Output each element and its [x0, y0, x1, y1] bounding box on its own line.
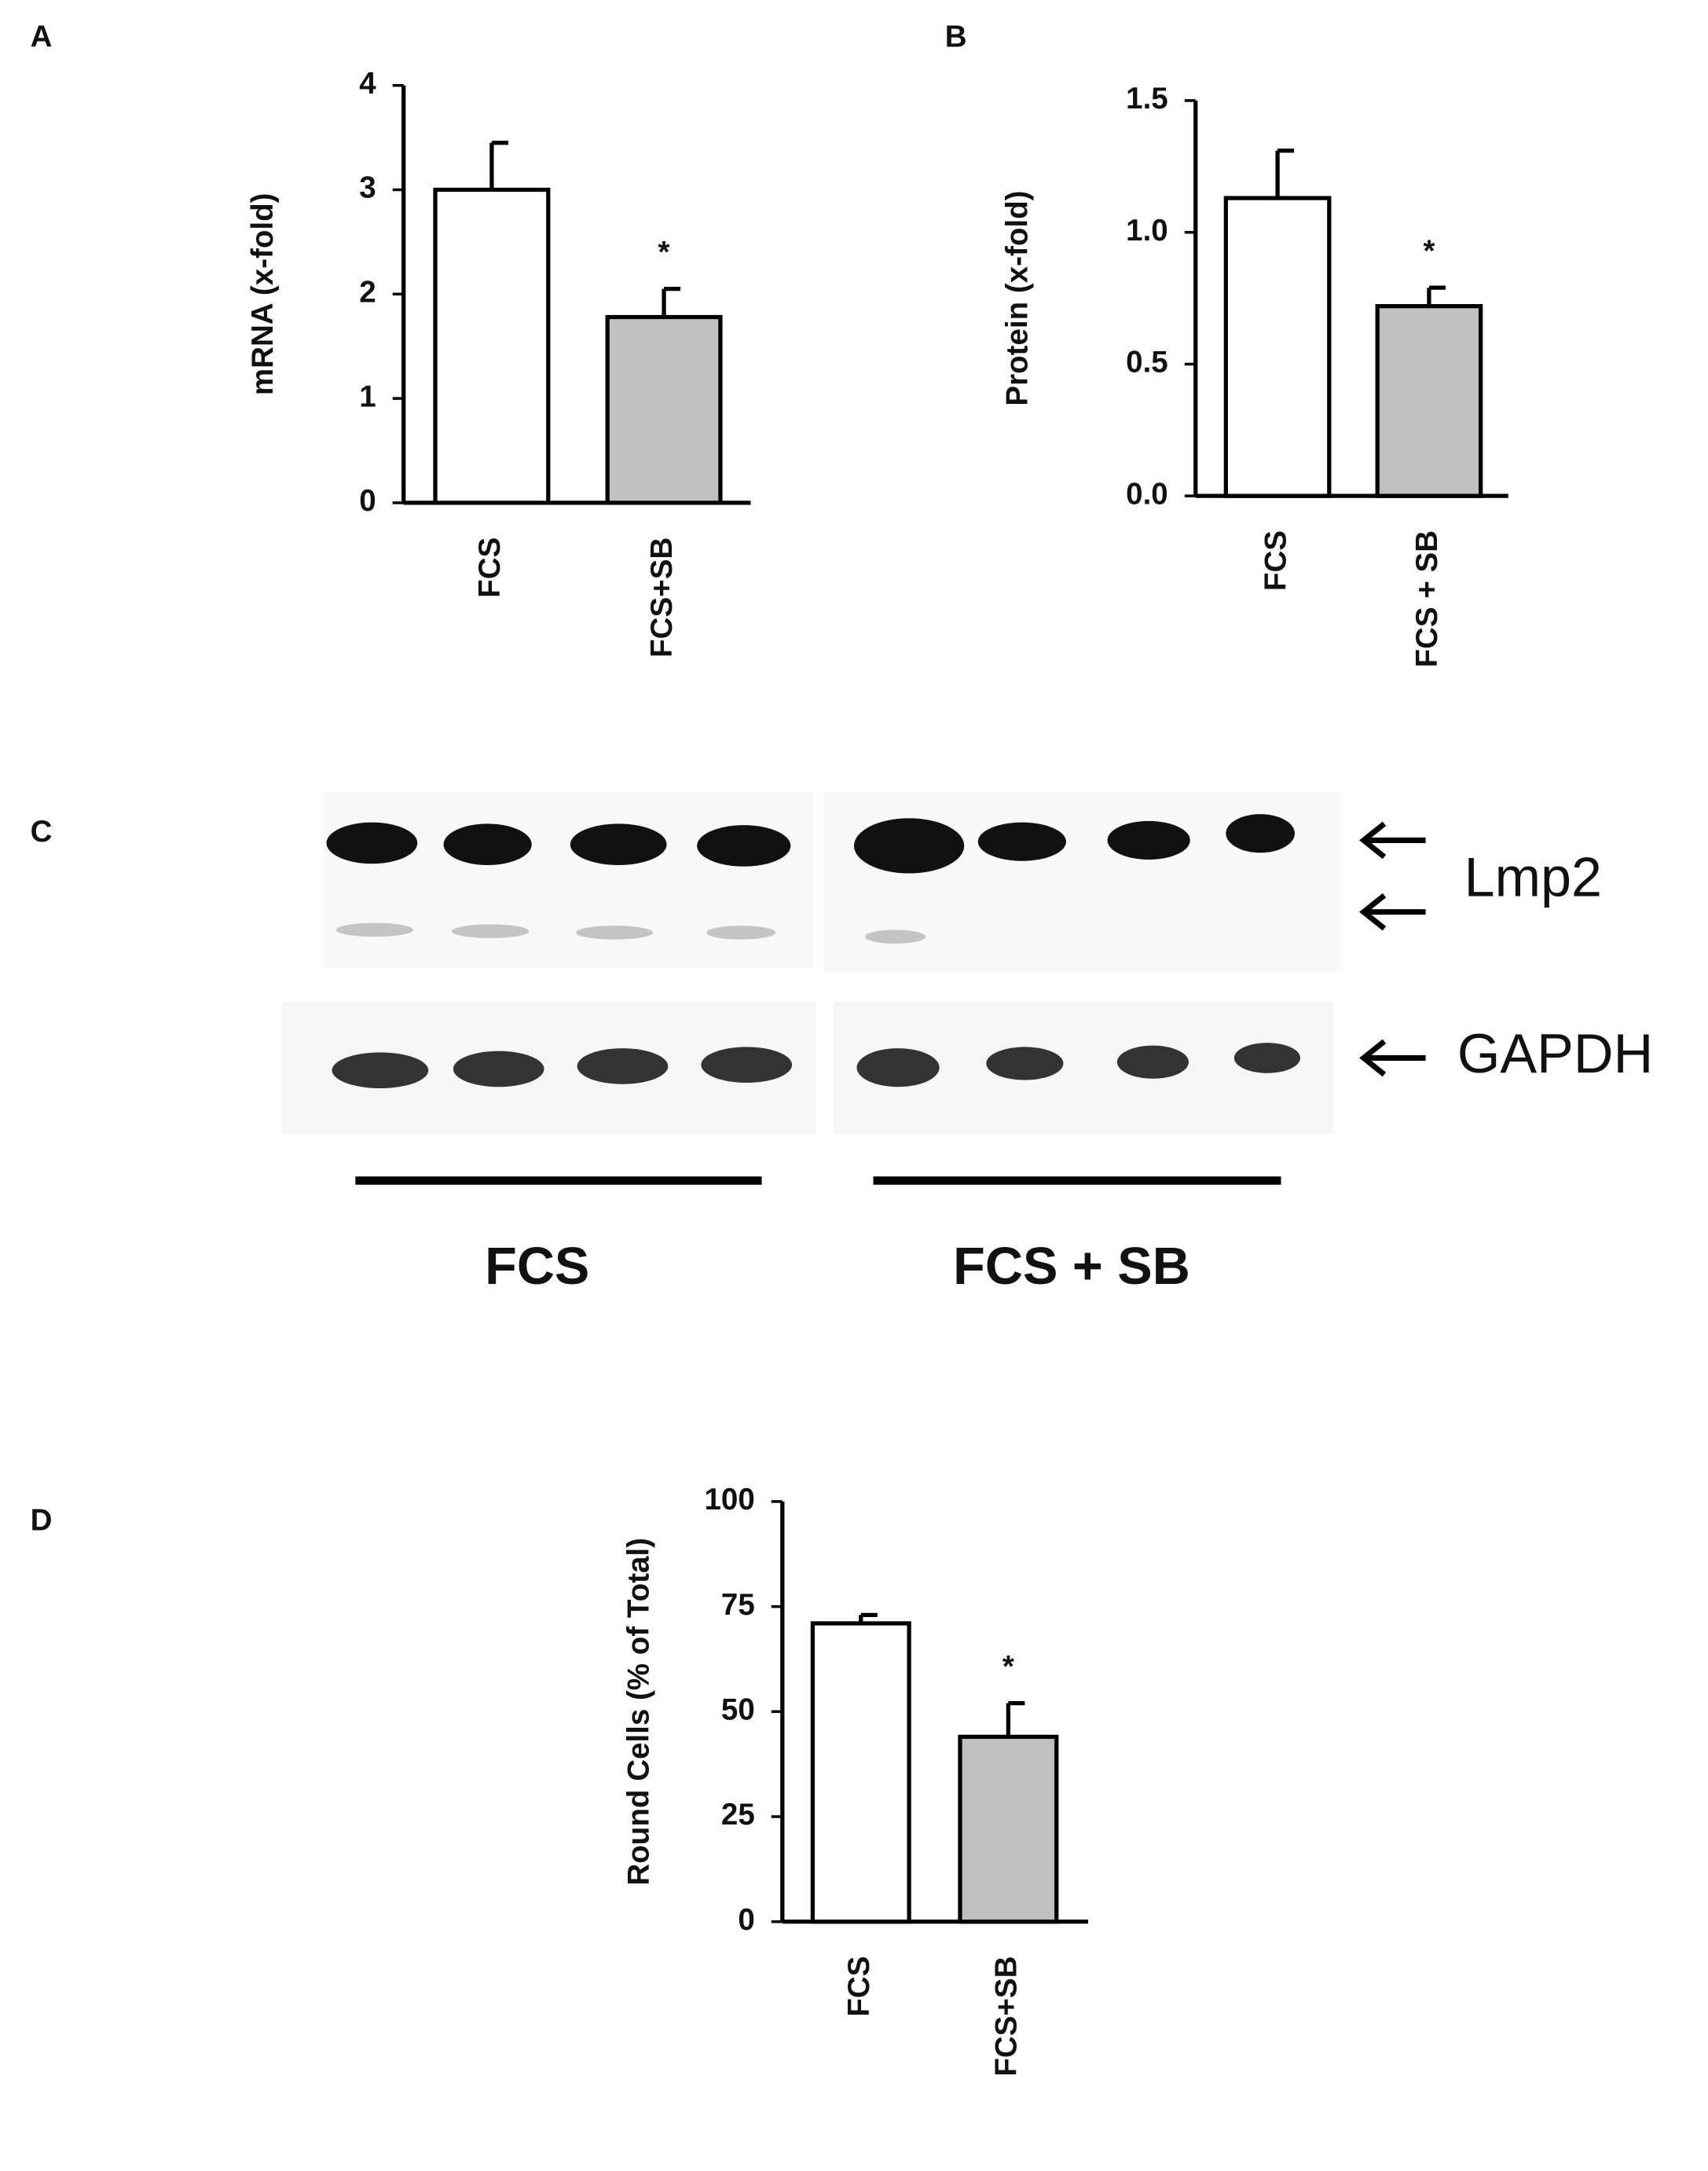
x-tick-label: FCS — [1259, 530, 1292, 591]
x-tick-label: FCS+SB — [645, 537, 679, 658]
error-bar — [1427, 285, 1446, 306]
arrows — [1359, 821, 1426, 1077]
panel-letter: B — [945, 20, 967, 53]
annotation: * — [1423, 235, 1435, 269]
band — [701, 1047, 793, 1083]
band — [865, 930, 926, 944]
band — [1233, 1043, 1301, 1073]
y-tick-label: 4 — [359, 67, 376, 101]
x-tick-label: FCS — [842, 1956, 876, 2017]
band — [332, 1052, 429, 1089]
band — [1107, 820, 1190, 860]
y-tick-label: 0.0 — [1126, 477, 1168, 511]
band — [856, 1048, 940, 1087]
y-axis-label: Protein (x-fold) — [1001, 191, 1035, 406]
band-label: GAPDH — [1457, 1023, 1653, 1084]
band — [452, 924, 530, 938]
band — [326, 822, 418, 864]
bar — [1375, 303, 1483, 498]
y-tick-label: 25 — [721, 1798, 755, 1832]
band — [1116, 1045, 1189, 1079]
band — [697, 825, 791, 867]
y-tick-label: 0 — [359, 484, 376, 518]
annotation: * — [1002, 1650, 1014, 1684]
annotation: * — [658, 236, 670, 270]
y-tick-label: 2 — [359, 275, 376, 309]
band — [1226, 814, 1296, 853]
panel-letter: C — [31, 815, 53, 849]
bar — [605, 314, 723, 505]
y-tick-label: 0 — [738, 1903, 754, 1937]
y-axis-label: mRNA (x-fold) — [246, 193, 280, 395]
error-bar — [1006, 1700, 1025, 1737]
panel-letter: A — [31, 20, 53, 53]
x-tick-label: FCS+SB — [990, 1956, 1024, 2077]
error-bar — [662, 287, 681, 317]
band — [335, 922, 413, 937]
group-label: FCS — [485, 1238, 589, 1296]
panel-letter: D — [31, 1503, 53, 1537]
band — [986, 1047, 1064, 1080]
y-tick-label: 1 — [359, 380, 376, 413]
bar-chart: D 0 25 50 75 100 Round Cells (% of Total) FCS FC… — [31, 1483, 1089, 2077]
y-tick-label: 1.0 — [1126, 214, 1168, 248]
y-axis-label: Round Cells (% of Total) — [621, 1538, 655, 1886]
band-label: Lmp2 — [1464, 847, 1602, 908]
y-tick-label: 3 — [359, 171, 376, 205]
band — [854, 818, 965, 874]
band — [570, 823, 667, 865]
group-label: FCS + SB — [953, 1238, 1190, 1296]
y-tick-label: 1.5 — [1126, 82, 1168, 116]
band — [443, 823, 532, 865]
bar-chart: B 0.0 0.5 1.0 1.5 Protein (x-fold) FCS FCS + SB… — [945, 20, 1508, 668]
bar — [958, 1734, 1059, 1924]
error-bar — [489, 141, 508, 190]
band — [577, 1048, 669, 1084]
bar — [810, 1621, 911, 1924]
y-tick-label: 100 — [704, 1483, 754, 1516]
bar-chart: A 0 1 2 3 4 mRNA (x-fold) FCS FCS+SB * — [31, 20, 751, 658]
band — [706, 926, 776, 940]
x-tick-label: FCS + SB — [1410, 530, 1444, 668]
bar — [433, 187, 551, 505]
x-tick-label: FCS — [473, 537, 507, 598]
blot-bg — [324, 792, 813, 969]
y-tick-label: 50 — [721, 1693, 755, 1727]
bar — [1223, 196, 1332, 498]
band — [575, 926, 654, 940]
band — [453, 1051, 544, 1087]
error-bar — [1275, 149, 1295, 199]
y-tick-label: 75 — [721, 1588, 755, 1622]
band — [977, 822, 1066, 861]
y-tick-label: 0.5 — [1126, 346, 1168, 380]
blot-panel: C Lmp2 GAPDH FCS F — [31, 792, 1653, 1296]
